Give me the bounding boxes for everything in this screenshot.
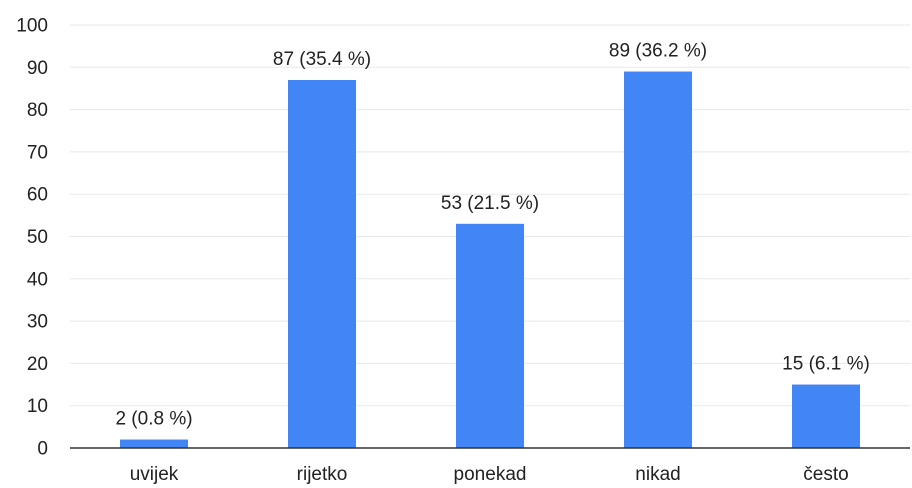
bar-nikad: [624, 71, 692, 448]
y-tick-label: 20: [27, 354, 48, 375]
bar-rijetko: [288, 79, 356, 449]
y-tick-label: 10: [27, 396, 48, 417]
y-tick-label: 0: [37, 439, 48, 460]
y-tick-label: 60: [27, 185, 48, 206]
x-category-label: rijetko: [297, 464, 348, 485]
data-label: 53 (21.5 %): [441, 193, 539, 214]
y-tick-label: 70: [27, 142, 48, 163]
y-tick-label: 80: [27, 100, 48, 121]
y-tick-label: 100: [16, 16, 48, 37]
x-axis-categories: uvijek rijetko ponekad nikad često: [130, 464, 849, 485]
data-label: 87 (35.4 %): [273, 49, 371, 70]
x-category-label: često: [803, 464, 848, 485]
x-category-label: ponekad: [454, 464, 527, 485]
y-tick-label: 50: [27, 227, 48, 248]
y-tick-label: 40: [27, 269, 48, 290]
y-tick-label: 90: [27, 58, 48, 79]
bars: [120, 71, 860, 449]
bar-uvijek: [120, 439, 188, 448]
data-label: 2 (0.8 %): [115, 409, 192, 430]
y-axis-ticks: 0 10 20 30 40 50 60 70 80 90 100: [16, 16, 48, 460]
data-label: 89 (36.2 %): [609, 41, 707, 62]
bar-ponekad: [456, 223, 524, 448]
x-category-label: nikad: [635, 464, 680, 485]
bar-često: [792, 384, 860, 448]
x-category-label: uvijek: [130, 464, 179, 485]
data-labels: 2 (0.8 %) 87 (35.4 %) 53 (21.5 %) 89 (36.2 …: [115, 41, 869, 430]
y-tick-label: 30: [27, 312, 48, 333]
data-label: 15 (6.1 %): [782, 354, 870, 375]
